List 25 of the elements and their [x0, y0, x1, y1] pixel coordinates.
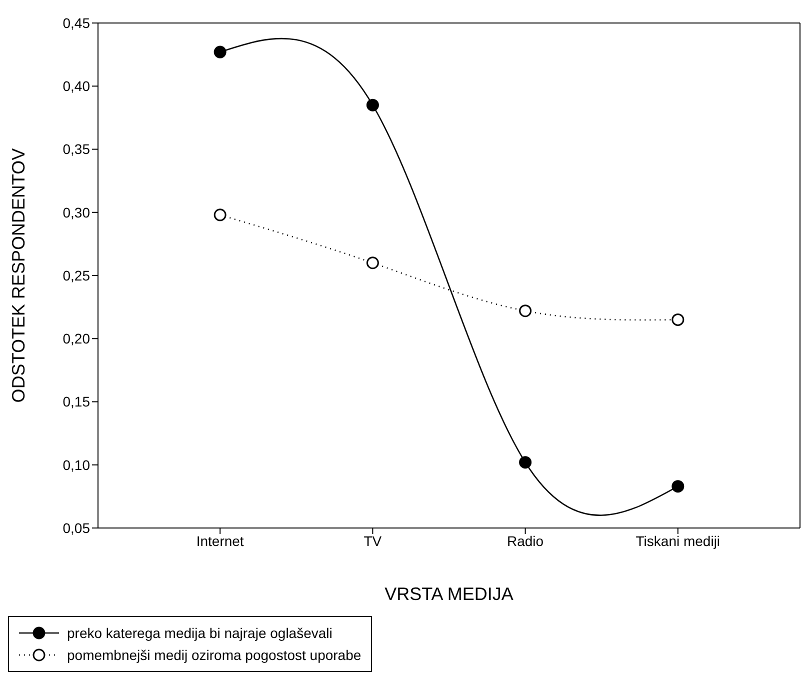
point	[366, 256, 379, 270]
legend-label: preko katerega medija bi najraje oglaševali	[67, 625, 332, 641]
y-tick-label: 0,20	[62, 330, 90, 347]
y-axis-title: ODSTOTEK RESPONDENTOV	[8, 148, 28, 403]
x-tick-label: Internet	[196, 532, 244, 549]
y-tick-label: 0,30	[62, 204, 90, 220]
point	[214, 208, 226, 222]
y-tick-label: 0,10	[62, 456, 90, 473]
point	[366, 98, 379, 112]
point	[214, 46, 226, 58]
point	[672, 313, 684, 326]
y-tick-label: 0,45	[62, 14, 90, 31]
x-axis-title: VRSTA MEDIJA	[384, 584, 514, 604]
x-tick-label: Radio	[507, 532, 544, 549]
x-tick-label: TV	[364, 532, 382, 549]
point	[519, 456, 532, 469]
y-tick-label: 0,25	[62, 267, 90, 284]
y-tick-label: 0,35	[62, 141, 90, 158]
point	[672, 480, 684, 493]
y-tick-label: 0,05	[62, 520, 90, 536]
x-tick-label: Tiskani mediji	[636, 532, 720, 549]
legend-label: pomembnejši medij oziroma pogostost uporabe	[67, 647, 362, 663]
y-tick-label: 0,40	[62, 78, 90, 94]
y-tick-label: 0,15	[62, 394, 90, 410]
point	[519, 304, 532, 318]
